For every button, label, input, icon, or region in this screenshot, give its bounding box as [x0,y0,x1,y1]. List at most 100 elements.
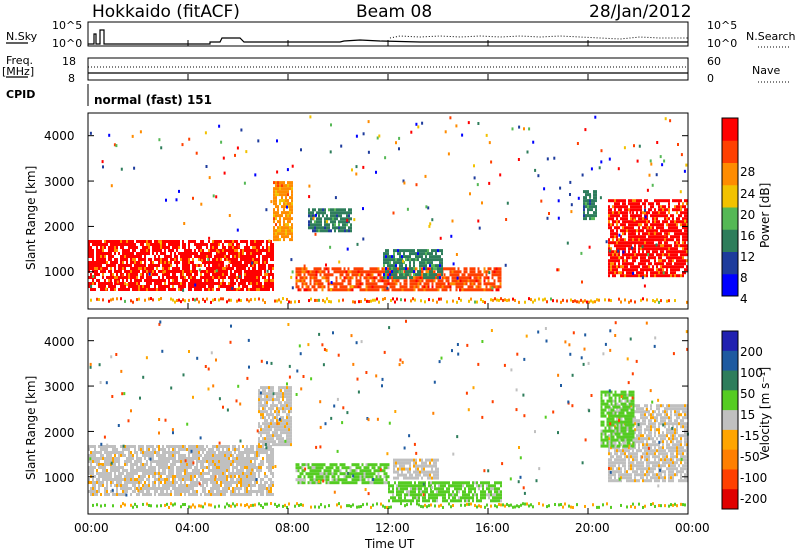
echo-cell [112,448,114,451]
echo-cell [198,255,200,258]
echo-cell [254,267,256,270]
echo-cell [391,255,393,259]
echo-cell [220,472,222,475]
echo-cell [620,211,622,215]
echo-cell [246,258,248,261]
echo-cell [328,299,330,303]
echo-cell [228,288,230,291]
echo-cell [240,258,242,261]
echo-cell [666,247,668,251]
echo-cell [182,463,184,466]
echo-cell [138,279,140,282]
echo-cell [158,240,160,243]
echo-cell [266,285,268,288]
echo-cell [610,247,612,251]
echo-cell [94,267,96,270]
echo-cell [170,469,172,472]
echo-cell [656,253,658,257]
echo-cell [326,217,328,221]
echo-cell [160,454,162,457]
echo-cell [626,268,628,272]
echo-cell [291,286,294,290]
echo-cell [98,463,100,466]
echo-cell [471,282,474,286]
echo-cell [419,267,421,271]
echo-cell [664,244,666,248]
echo-cell [220,481,222,484]
echo-cell [676,274,678,278]
echo-cell [108,457,110,460]
echo-cell [212,288,214,291]
echo-cell [266,243,268,246]
echo-cell [347,279,350,283]
echo-cell [518,125,521,129]
echo-cell [94,451,96,454]
echo-cell [338,211,340,215]
echo-cell [642,253,644,257]
echo-cell [351,288,354,292]
echo-cell [208,472,210,475]
echo-cell [220,478,222,481]
echo-cell [240,279,242,282]
echo-cell [295,267,298,271]
echo-cell [166,487,168,490]
echo-cell [158,457,160,460]
echo-cell [457,273,460,277]
echo-cell [90,282,92,285]
echo-cell [92,445,94,448]
echo-cell [270,445,272,448]
echo-cell [178,487,180,490]
echo-cell [126,448,128,451]
echo-cell [446,300,448,304]
echo-cell [409,252,411,256]
echo-cell [262,490,264,493]
echo-cell [174,240,176,243]
echo-cell [441,267,443,271]
echo-cell [415,183,418,187]
echo-cell [226,454,228,457]
echo-cell [652,232,654,236]
echo-cell [198,475,200,478]
echo-cell [283,238,285,242]
echo-cell [344,217,346,221]
echo-cell [140,466,142,469]
echo-cell [612,265,614,269]
echo-cell [646,199,648,203]
echo-cell [275,187,277,191]
echo-cell [218,451,220,454]
echo-cell [138,264,140,267]
echo-cell [451,279,454,283]
echo-cell [162,267,164,270]
echo-cell [435,258,437,262]
echo-cell [228,475,230,478]
echo-cell [485,270,488,274]
echo-cell [270,270,272,273]
echo-cell [164,493,166,496]
echo-cell [234,252,236,255]
echo-cell [112,276,114,279]
echo-cell [652,235,654,239]
echo-cell [162,478,164,481]
echo-cell [344,226,346,230]
echo-cell [316,211,318,215]
echo-cell [254,270,256,273]
echo-cell [266,487,268,490]
echo-cell [180,445,182,448]
echo-cell [154,493,156,496]
echo-cell [463,288,466,292]
echo-cell [429,267,432,271]
echo-cell [441,279,444,283]
echo-cell [405,270,407,274]
echo-cell [351,276,354,280]
echo-cell [591,205,593,209]
echo-cell [214,264,216,267]
echo-cell [200,276,202,279]
echo-cell [202,285,204,288]
echo-cell [655,173,658,177]
echo-cell [184,469,186,472]
echo-cell [148,493,150,496]
echo-cell [100,267,103,271]
echo-cell [291,205,293,209]
echo-cell [102,484,104,487]
echo-cell [642,256,644,260]
